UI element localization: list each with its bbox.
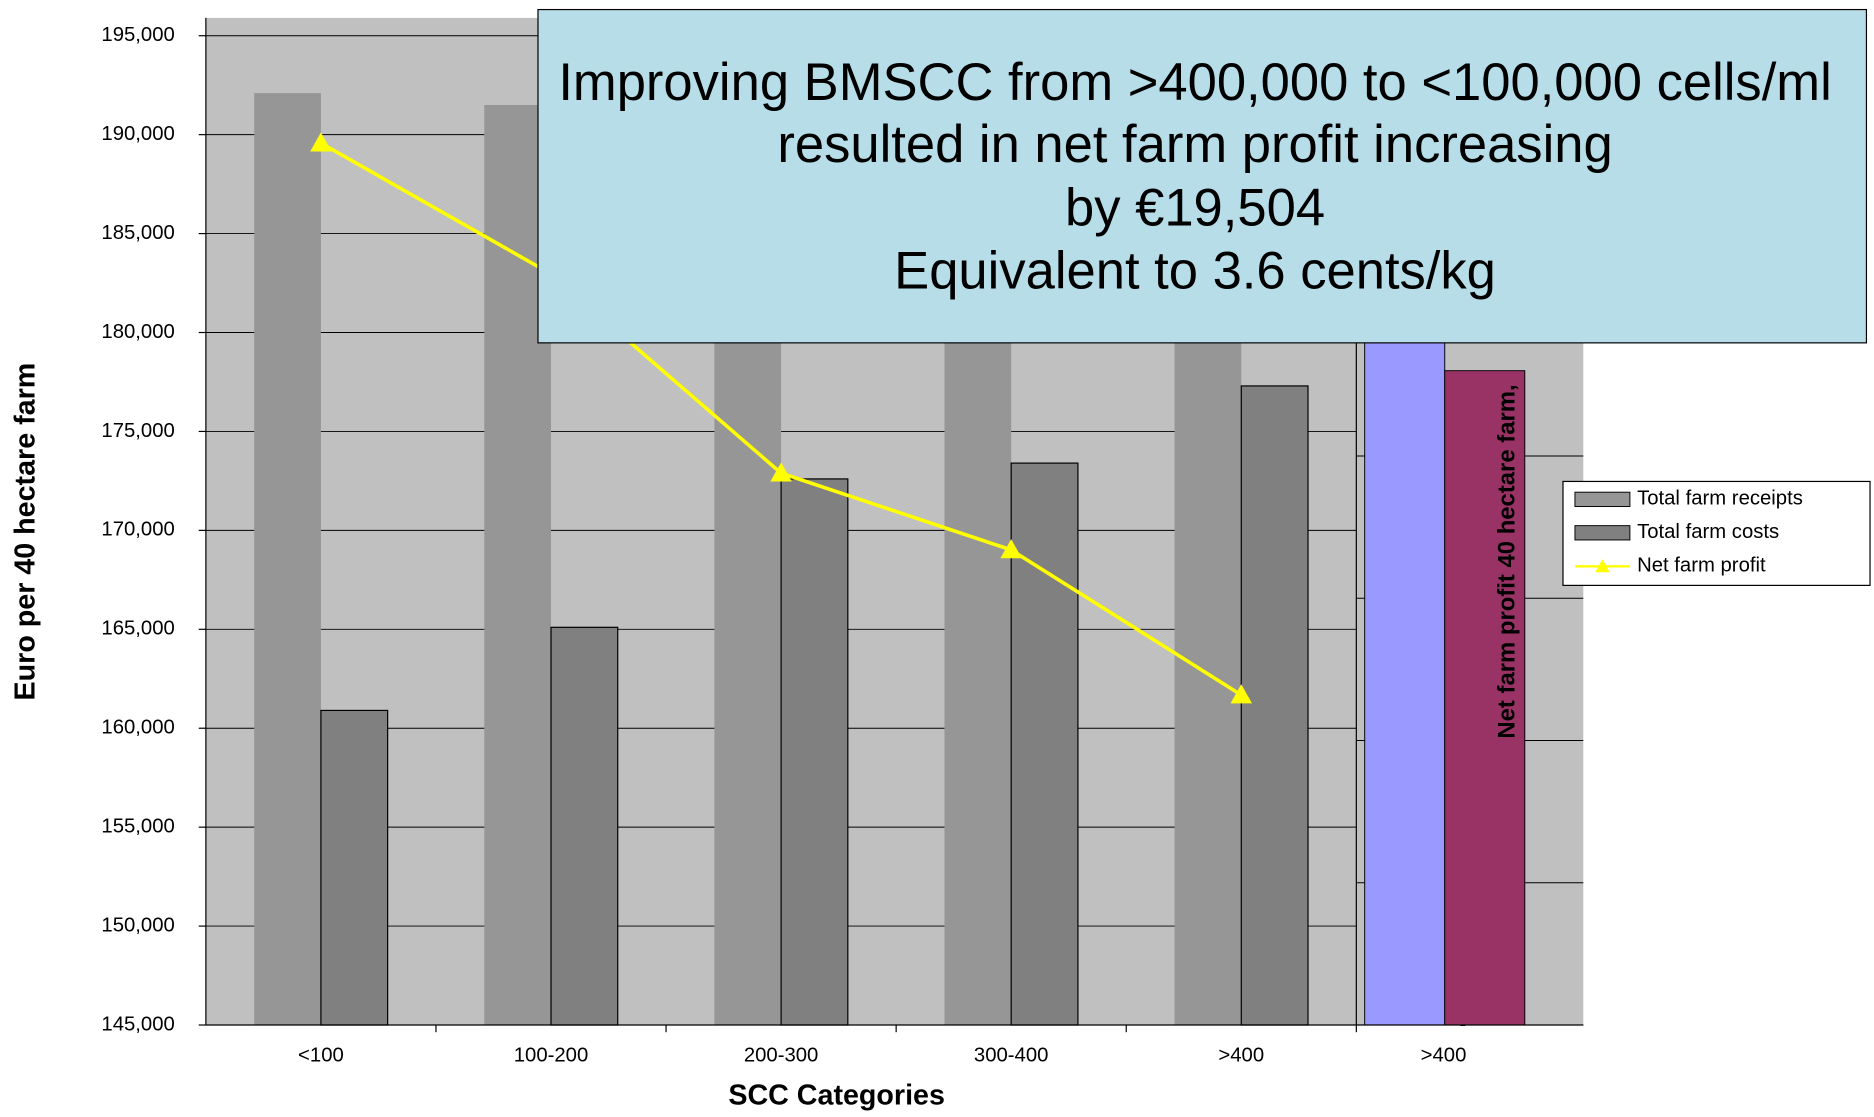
x-tick-label: 300-400 [974, 1044, 1048, 1066]
y-tick-label: 195,000 [101, 24, 174, 46]
legend-label: Total farm receipts [1637, 488, 1803, 510]
y-tick-label: 180,000 [101, 321, 174, 343]
bar [254, 93, 321, 1026]
bar [1240, 385, 1309, 1026]
legend-label: Net farm profit [1637, 555, 1766, 577]
y-tick-label: 150,000 [101, 914, 174, 936]
marker [770, 462, 792, 482]
callout-line: by €19,504 [1065, 178, 1325, 237]
x-tick-label: >400 [1218, 1044, 1264, 1066]
y-tick-label: 175,000 [101, 420, 174, 442]
bar [1010, 462, 1079, 1026]
y-tick-label: 155,000 [101, 816, 174, 838]
legend-swatch [1595, 559, 1610, 573]
x-tick-label: >400 [1421, 1044, 1467, 1066]
legend-swatch [1574, 525, 1631, 541]
x-tick-label: <100 [298, 1044, 344, 1066]
callout-line: resulted in net farm profit increasing [777, 115, 1612, 174]
marker [310, 132, 332, 152]
x-axis-title: SCC Categories [728, 1079, 945, 1111]
y-axis-title: Euro per 40 hectare farm [9, 363, 41, 701]
legend: Total farm receipts Total farm costs Net f… [1562, 480, 1871, 586]
bar [1364, 284, 1446, 1026]
y-tick-label: 190,000 [101, 123, 174, 145]
marker [1230, 684, 1253, 704]
legend-swatch [1574, 491, 1631, 508]
y-tick-label: 145,000 [101, 1013, 174, 1035]
y-tick-label: 165,000 [101, 618, 174, 640]
x-tick-label: 100-200 [514, 1044, 589, 1066]
callout-line: Equivalent to 3.6 cents/kg [894, 242, 1496, 301]
bar [780, 478, 849, 1026]
bar [320, 709, 389, 1026]
callout: Improving BMSCC from >400,000 to <100,00… [537, 8, 1868, 344]
y-tick-label: 160,000 [101, 717, 174, 739]
callout-box [537, 8, 1868, 344]
y-tick-label: 170,000 [101, 519, 174, 541]
bar [550, 626, 619, 1026]
y2-axis-title: Net farm profit 40 hectare farm, [1493, 384, 1520, 738]
x-tick-label: 200-300 [744, 1044, 818, 1066]
callout-line: Improving BMSCC from >400,000 to <100,00… [558, 53, 1831, 112]
bar [1444, 370, 1526, 1026]
marker [1000, 539, 1022, 559]
legend-label: Total farm costs [1637, 521, 1779, 543]
y-tick-label: 185,000 [101, 222, 174, 244]
